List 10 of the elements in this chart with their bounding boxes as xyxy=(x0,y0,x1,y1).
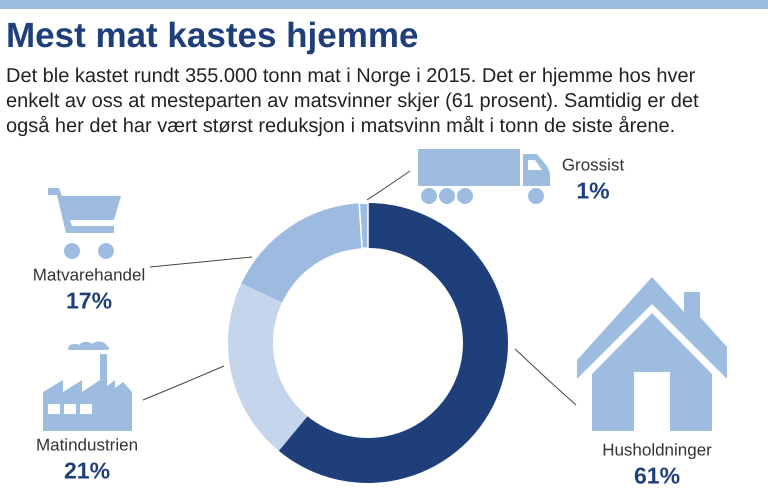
slice-label: Matindustrien xyxy=(36,436,138,454)
data-label: 1% xyxy=(576,178,610,204)
chart-title: Mest mat kastes hjemme xyxy=(6,15,418,57)
data-label: 17% xyxy=(66,288,112,314)
chart-subtitle: Det ble kastet rundt 355.000 tonn mat i Norge i 2015. Det er hjemme hos hver enkelt av oss at mesteparten av matsvinner skjer (61 prosent). Samtidig er det også her det har vært størst reduksjon i matsvinn målt i tonn de siste årene. xyxy=(6,64,700,139)
legend-label: Grossist xyxy=(562,156,624,174)
data-label: 61% xyxy=(634,462,680,488)
data-label: 21% xyxy=(64,458,110,484)
slice-label: Husholdninger xyxy=(602,440,712,460)
slice-label: Matvarehandel xyxy=(32,266,146,284)
